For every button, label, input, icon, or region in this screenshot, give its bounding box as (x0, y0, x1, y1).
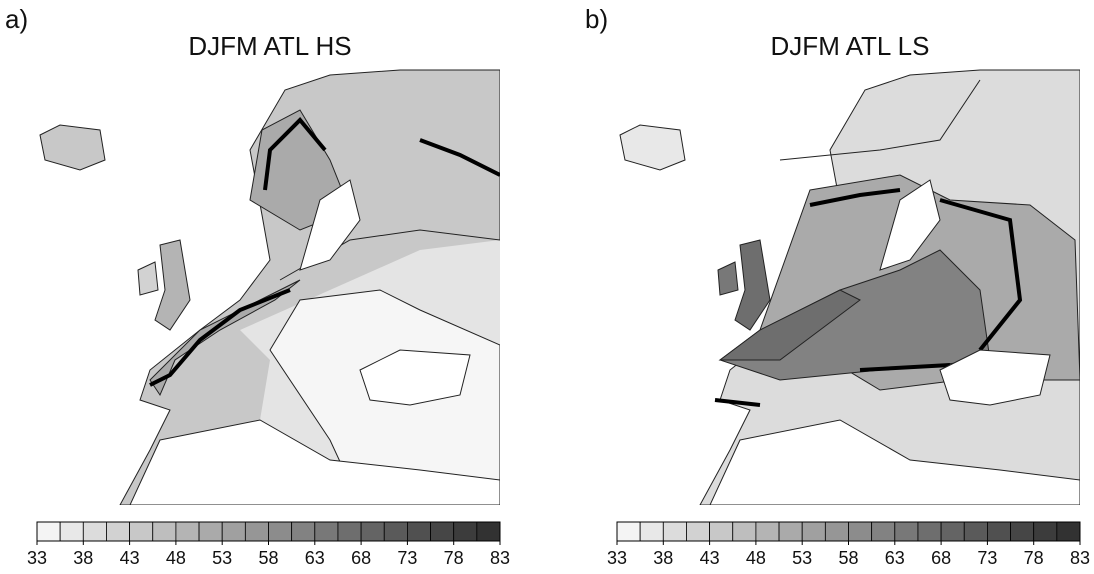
colorbar-segment (245, 522, 268, 541)
colorbar-segment (176, 522, 199, 541)
colorbar-segment (895, 522, 918, 541)
colorbar-segment (825, 522, 848, 541)
colorbar-tick-label: 33 (27, 548, 47, 568)
colorbar-segment (802, 522, 825, 541)
colorbar-tick-label: 68 (931, 548, 951, 568)
colorbar-tick-label: 68 (351, 548, 371, 568)
colorbar-segment (756, 522, 779, 541)
colorbar-tick-label: 78 (444, 548, 464, 568)
colorbar-tick-label: 73 (977, 548, 997, 568)
colorbar-segment (407, 522, 430, 541)
figure: a) DJFM ATL HS 33 38 43 48 53 58 63 68 73 78 83 b)… (0, 0, 1094, 569)
colorbar-segment (477, 522, 500, 541)
colorbar-tick-label: 48 (746, 548, 766, 568)
colorbar-tick-label: 53 (212, 548, 232, 568)
colorbar-segment (941, 522, 964, 541)
map (40, 70, 500, 505)
colorbar-segment (617, 522, 640, 541)
panel-label: a) (5, 4, 28, 34)
colorbar-segment (384, 522, 407, 541)
colorbar-tick-label: 33 (607, 548, 627, 568)
panel: a) DJFM ATL HS 33 38 43 48 53 58 63 68 73 78 83 (5, 4, 510, 568)
colorbar-tick-label: 43 (700, 548, 720, 568)
colorbar-segment (338, 522, 361, 541)
colorbar-segment (361, 522, 384, 541)
colorbar-segment (1011, 522, 1034, 541)
panel-title: DJFM ATL HS (188, 31, 351, 61)
colorbar-segment (964, 522, 987, 541)
colorbar-segment (918, 522, 941, 541)
colorbar-segment (849, 522, 872, 541)
colorbar-tick-label: 58 (258, 548, 278, 568)
colorbar-segment (872, 522, 895, 541)
colorbar-segment (640, 522, 663, 541)
colorbar-tick-label: 73 (397, 548, 417, 568)
colorbar-segment (60, 522, 83, 541)
colorbar-tick-label: 53 (792, 548, 812, 568)
colorbar-segment (153, 522, 176, 541)
colorbar-segment (663, 522, 686, 541)
colorbar-segment (315, 522, 338, 541)
colorbar-tick-label: 38 (73, 548, 93, 568)
colorbar-tick-label: 83 (490, 548, 510, 568)
colorbar-segment (37, 522, 60, 541)
colorbar-segment (710, 522, 733, 541)
colorbar-segment (269, 522, 292, 541)
colorbar-segment (779, 522, 802, 541)
map (620, 70, 1080, 505)
colorbar-tick-label: 38 (653, 548, 673, 568)
colorbar-tick-label: 58 (838, 548, 858, 568)
colorbar-segment (106, 522, 129, 541)
colorbar-segment (292, 522, 315, 541)
colorbar-tick-label: 83 (1070, 548, 1090, 568)
colorbar-tick-label: 78 (1024, 548, 1044, 568)
panel-title: DJFM ATL LS (771, 31, 930, 61)
colorbar-segment (733, 522, 756, 541)
colorbar-segment (686, 522, 709, 541)
colorbar-segment (130, 522, 153, 541)
colorbar-tick-label: 63 (885, 548, 905, 568)
colorbar-segment (1034, 522, 1057, 541)
colorbar-tick-label: 43 (120, 548, 140, 568)
colorbar-segment (199, 522, 222, 541)
colorbar-segment (222, 522, 245, 541)
colorbar-tick-label: 63 (305, 548, 325, 568)
colorbar-segment (83, 522, 106, 541)
panel: b) DJFM ATL LS 33 38 43 48 53 58 63 68 73 78 83 (585, 4, 1090, 568)
colorbar-segment (431, 522, 454, 541)
colorbar-segment (1057, 522, 1080, 541)
colorbar-segment (987, 522, 1010, 541)
panel-label: b) (585, 4, 608, 34)
colorbar-tick-label: 48 (166, 548, 186, 568)
colorbar-segment (454, 522, 477, 541)
